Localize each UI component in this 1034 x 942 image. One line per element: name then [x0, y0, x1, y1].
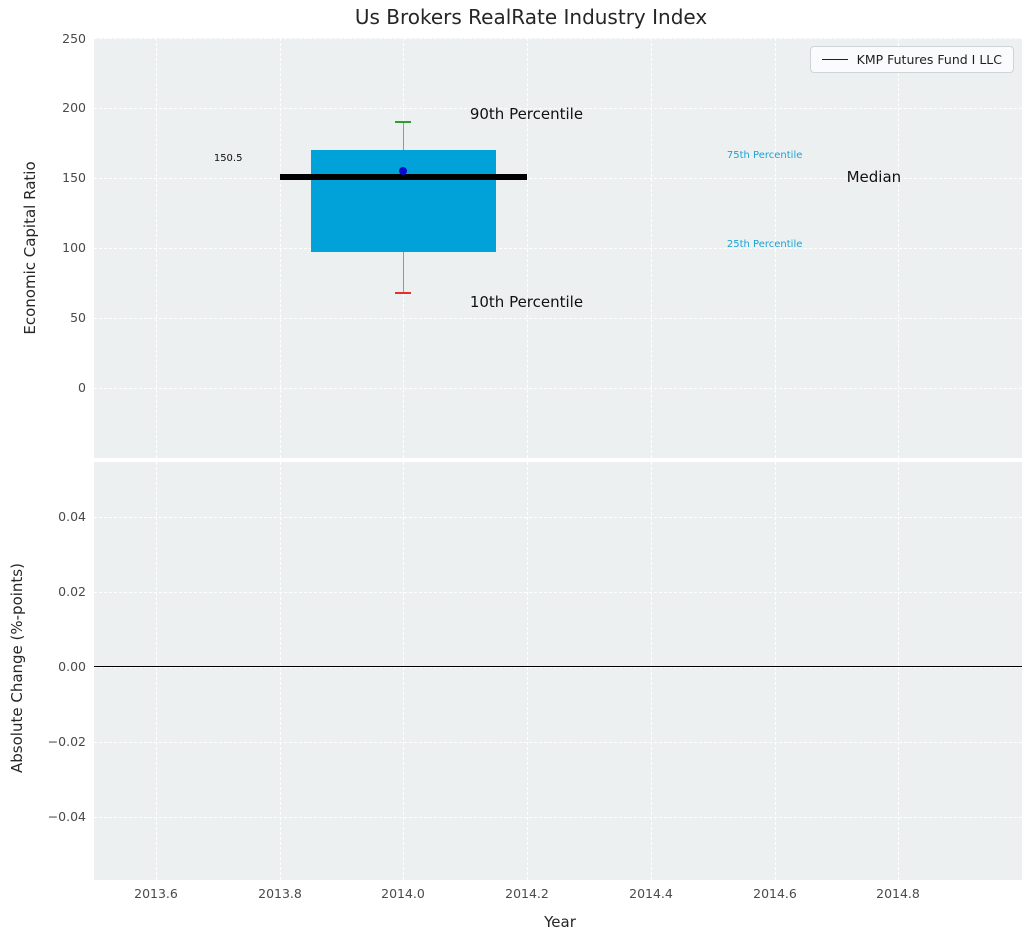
xtick-label: 2014.8 [876, 886, 920, 901]
p90-annotation: 90th Percentile [469, 105, 584, 124]
gridline [279, 38, 281, 458]
p90-cap [395, 120, 412, 124]
gridline [94, 816, 1022, 818]
gridline [94, 517, 1022, 519]
gridline [774, 38, 776, 458]
gridline [898, 38, 900, 458]
xtick-label: 2013.6 [134, 886, 178, 901]
p25-annotation: 25th Percentile [726, 239, 803, 251]
gridline [94, 38, 1022, 39]
gridline [774, 462, 776, 880]
ytick-label: 0.04 [58, 509, 86, 524]
gridline [155, 38, 157, 458]
bottom-plot-area [94, 462, 1022, 880]
p10-annotation: 10th Percentile [469, 292, 584, 311]
gridline [94, 742, 1022, 744]
percentile-box [310, 150, 497, 253]
gridline [94, 318, 1022, 319]
median-line [279, 174, 528, 181]
gridline [279, 462, 281, 880]
legend: KMP Futures Fund I LLC [809, 46, 1014, 73]
legend-series-label: KMP Futures Fund I LLC [856, 52, 1002, 67]
gridline [94, 591, 1022, 593]
gridline [94, 248, 1022, 249]
ytick-label: 50 [70, 310, 86, 325]
gridline [403, 462, 405, 880]
zero-reference-line [94, 666, 1022, 668]
gridline [527, 462, 529, 880]
bottom-y-axis-label: Absolute Change (%-points) [8, 563, 26, 773]
ytick-label: 0.02 [58, 584, 86, 599]
p10-cap [395, 291, 412, 295]
gridline [527, 38, 529, 458]
top-plot-area: 150.5 90th Percentile 10th Percentile 75… [94, 38, 1022, 458]
ytick-label: 150 [62, 170, 86, 185]
ytick-label: 0 [78, 380, 86, 395]
xtick-label: 2014.2 [505, 886, 549, 901]
gridline [155, 462, 157, 880]
ytick-label: 0.00 [58, 659, 86, 674]
ytick-label: 250 [62, 31, 86, 46]
fund-marker-dot [399, 167, 408, 175]
chart-title: Us Brokers RealRate Industry Index [354, 5, 708, 29]
xtick-label: 2014.4 [629, 886, 673, 901]
ytick-label: −0.04 [47, 809, 86, 824]
median-annotation: Median [846, 168, 902, 187]
xtick-label: 2014.6 [753, 886, 797, 901]
ytick-label: −0.02 [47, 734, 86, 749]
xtick-label: 2014.0 [381, 886, 425, 901]
gridline [650, 38, 652, 458]
gridline [898, 462, 900, 880]
x-axis-label: Year [544, 913, 576, 931]
p75-annotation: 75th Percentile [726, 150, 803, 162]
ytick-label: 200 [62, 100, 86, 115]
gridline [94, 387, 1022, 389]
legend-line-icon [821, 59, 848, 60]
gridline [650, 462, 652, 880]
gridline [94, 177, 1022, 179]
top-y-axis-label: Economic Capital Ratio [21, 161, 39, 335]
gridline [94, 108, 1022, 109]
median-value-label: 150.5 [213, 153, 243, 165]
ytick-label: 100 [62, 240, 86, 255]
xtick-label: 2013.8 [258, 886, 302, 901]
